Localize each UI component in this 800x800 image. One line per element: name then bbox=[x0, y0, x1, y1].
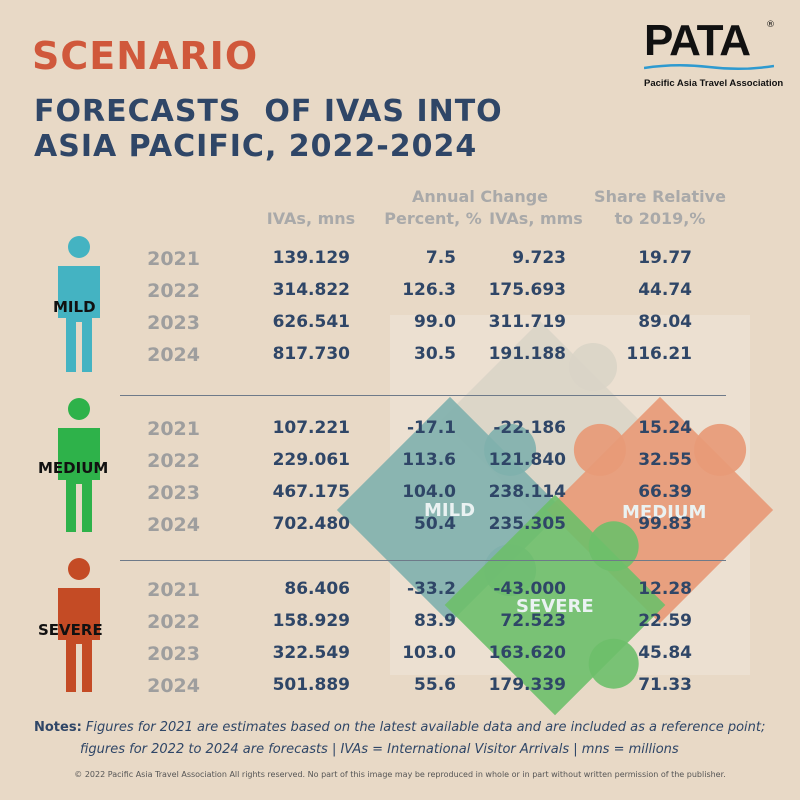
cell-change: 191.188 bbox=[488, 344, 566, 364]
cell-share: 15.24 bbox=[638, 418, 692, 438]
cell-percent: 83.9 bbox=[414, 611, 456, 631]
cell-ivas: 817.730 bbox=[272, 344, 350, 364]
cell-year: 2024 bbox=[147, 514, 200, 536]
cell-ivas: 322.549 bbox=[272, 643, 350, 663]
cell-percent: 103.0 bbox=[402, 643, 456, 663]
cell-year: 2022 bbox=[147, 611, 200, 633]
title-line-1: FORECASTS OF IVAS INTO bbox=[34, 94, 503, 129]
cell-percent: 99.0 bbox=[414, 312, 456, 332]
cell-percent: -17.1 bbox=[407, 418, 456, 438]
cell-year: 2021 bbox=[147, 418, 200, 440]
cell-share: 71.33 bbox=[638, 675, 692, 695]
cell-year: 2021 bbox=[147, 579, 200, 601]
cell-change: -22.186 bbox=[493, 418, 566, 438]
puzzle-graphic bbox=[336, 315, 774, 716]
cell-ivas: 107.221 bbox=[272, 418, 350, 438]
cell-percent: 55.6 bbox=[414, 675, 456, 695]
cell-share: 89.04 bbox=[638, 312, 692, 332]
cell-share: 19.77 bbox=[638, 248, 692, 268]
cell-ivas: 702.480 bbox=[272, 514, 350, 534]
person-icon-severe bbox=[58, 558, 100, 692]
cell-year: 2022 bbox=[147, 280, 200, 302]
col-header-percent: Percent, % bbox=[384, 209, 482, 228]
logo-subtitle: Pacific Asia Travel Association bbox=[644, 78, 784, 89]
cell-ivas: 501.889 bbox=[272, 675, 350, 695]
cell-change: 238.114 bbox=[488, 482, 566, 502]
notes: Notes: Figures for 2021 are estimates ba… bbox=[34, 717, 765, 761]
cell-percent: 7.5 bbox=[425, 248, 456, 268]
puzzle-label-mild: MILD bbox=[424, 500, 476, 521]
cell-change: 175.693 bbox=[488, 280, 566, 300]
cell-share: 99.83 bbox=[638, 514, 692, 534]
title-line-2: ASIA PACIFIC, 2022-2024 bbox=[34, 129, 478, 164]
scenario-heading: SCENARIO bbox=[32, 34, 259, 78]
col-header-ivas-change: IVAs, mms bbox=[489, 209, 583, 228]
notes-line-2: figures for 2022 to 2024 are forecasts |… bbox=[80, 742, 679, 757]
registered-mark: ® bbox=[766, 20, 775, 30]
cell-change: 163.620 bbox=[488, 643, 566, 663]
cell-ivas: 229.061 bbox=[272, 450, 350, 470]
notes-line-1: Figures for 2021 are estimates based on … bbox=[81, 720, 766, 735]
cell-share: 66.39 bbox=[638, 482, 692, 502]
copyright: © 2022 Pacific Asia Travel Association A… bbox=[74, 770, 726, 779]
logo-wave-icon bbox=[644, 63, 774, 71]
cell-share: 12.28 bbox=[638, 579, 692, 599]
scenario-label-medium: MEDIUM bbox=[38, 459, 109, 477]
col-header-ivas: IVAs, mns bbox=[266, 209, 356, 228]
cell-percent: -33.2 bbox=[407, 579, 456, 599]
cell-share: 116.21 bbox=[626, 344, 692, 364]
person-icon-mild bbox=[58, 236, 100, 372]
cell-year: 2023 bbox=[147, 312, 200, 334]
cell-ivas: 86.406 bbox=[284, 579, 350, 599]
cell-ivas: 314.822 bbox=[272, 280, 350, 300]
cell-year: 2024 bbox=[147, 344, 200, 366]
puzzle-label-severe: SEVERE bbox=[516, 596, 594, 617]
cell-ivas: 467.175 bbox=[272, 482, 350, 502]
page-title: FORECASTS OF IVAS INTO ASIA PACIFIC, 202… bbox=[34, 94, 503, 164]
cell-percent: 50.4 bbox=[414, 514, 456, 534]
cell-percent: 30.5 bbox=[414, 344, 456, 364]
cell-year: 2023 bbox=[147, 643, 200, 665]
section-divider bbox=[120, 560, 726, 561]
scenario-label-severe: SEVERE bbox=[38, 621, 103, 639]
cell-share: 44.74 bbox=[638, 280, 692, 300]
cell-share: 45.84 bbox=[638, 643, 692, 663]
cell-percent: 104.0 bbox=[402, 482, 456, 502]
cell-change: 179.339 bbox=[488, 675, 566, 695]
cell-change: 311.719 bbox=[488, 312, 566, 332]
scenario-label-mild: MILD bbox=[53, 298, 96, 316]
cell-change: -43.000 bbox=[493, 579, 566, 599]
cell-change: 121.840 bbox=[488, 450, 566, 470]
person-icon-medium bbox=[58, 398, 100, 532]
pata-logo: PATA bbox=[644, 16, 751, 65]
puzzle-label-medium: MEDIUM bbox=[622, 502, 707, 523]
cell-share: 22.59 bbox=[638, 611, 692, 631]
col-header-annual-change: Annual Change bbox=[411, 187, 549, 206]
cell-percent: 126.3 bbox=[402, 280, 456, 300]
cell-year: 2021 bbox=[147, 248, 200, 270]
cell-year: 2023 bbox=[147, 482, 200, 504]
col-header-share-1: Share Relative bbox=[594, 187, 726, 206]
cell-change: 72.523 bbox=[500, 611, 566, 631]
cell-ivas: 626.541 bbox=[272, 312, 350, 332]
col-header-share-2: to 2019,% bbox=[614, 209, 706, 228]
cell-year: 2022 bbox=[147, 450, 200, 472]
section-divider bbox=[120, 395, 726, 396]
cell-ivas: 139.129 bbox=[272, 248, 350, 268]
cell-change: 9.723 bbox=[512, 248, 566, 268]
cell-percent: 113.6 bbox=[402, 450, 456, 470]
notes-label: Notes: bbox=[34, 720, 82, 735]
cell-change: 235.305 bbox=[488, 514, 566, 534]
cell-share: 32.55 bbox=[638, 450, 692, 470]
cell-year: 2024 bbox=[147, 675, 200, 697]
cell-ivas: 158.929 bbox=[272, 611, 350, 631]
